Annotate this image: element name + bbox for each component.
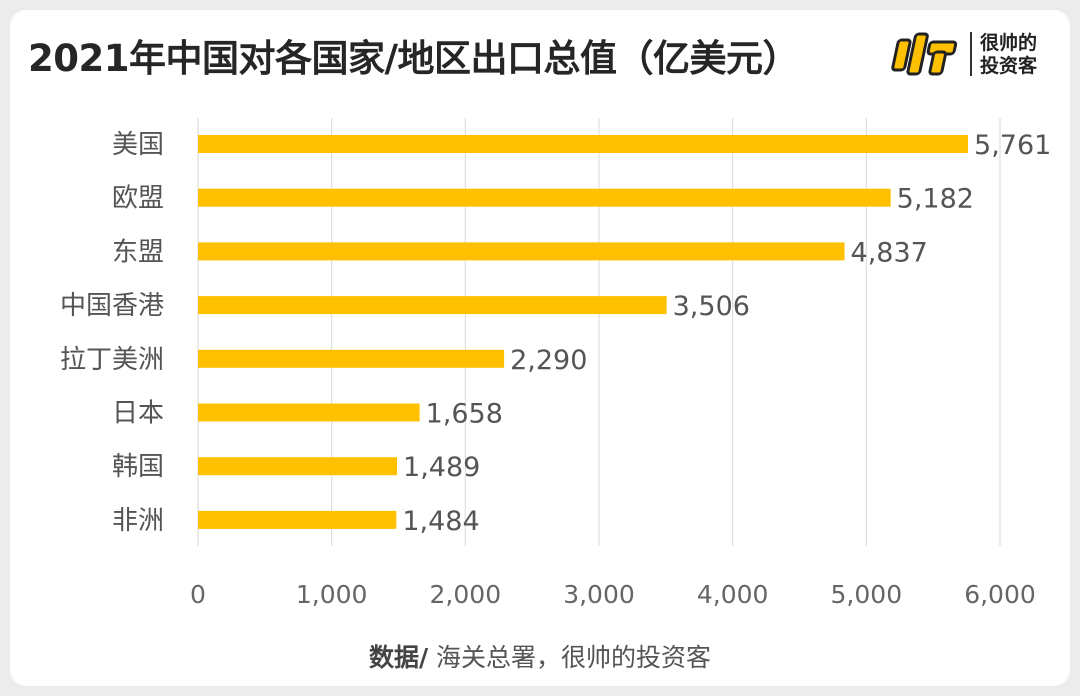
value-label: 4,837: [851, 237, 928, 268]
logo-line-1: 很帅的: [980, 32, 1038, 54]
x-tick-label: 1,000: [296, 580, 368, 609]
bar: [198, 296, 667, 315]
bar: [198, 510, 397, 529]
category-label: 东盟: [112, 237, 164, 267]
logo-divider: [970, 32, 972, 76]
bar: [198, 349, 505, 368]
brand-logo: 很帅的 投资客: [884, 24, 1044, 84]
value-label: 5,182: [897, 184, 974, 215]
value-label: 5,761: [974, 130, 1051, 161]
category-label: 韩国: [112, 452, 164, 482]
chart-card: [10, 10, 1070, 686]
category-label: 美国: [112, 130, 164, 160]
data-source: 数据/ 海关总署，很帅的投资客: [0, 638, 1080, 674]
chart-title: 2021年中国对各国家/地区出口总值（亿美元）: [28, 37, 800, 80]
logo-line-2: 投资客: [980, 55, 1038, 77]
value-label: 2,290: [510, 345, 587, 376]
category-label: 欧盟: [112, 184, 164, 214]
bar: [198, 403, 420, 422]
x-tick-label: 6,000: [964, 580, 1036, 609]
bar: [198, 242, 845, 261]
x-tick-label: 0: [190, 580, 206, 609]
bar: [198, 188, 891, 207]
source-text: 海关总署，很帅的投资客: [428, 643, 712, 672]
category-label: 中国香港: [60, 291, 164, 321]
bar: [198, 457, 398, 476]
x-tick-label: 2,000: [430, 580, 502, 609]
brand-mark-icon: [891, 32, 958, 76]
value-label: 3,506: [673, 291, 750, 322]
category-label: 非洲: [112, 506, 164, 536]
x-tick-label: 3,000: [563, 580, 635, 609]
category-label: 日本: [112, 399, 164, 429]
value-label: 1,484: [402, 506, 479, 537]
x-tick-label: 5,000: [831, 580, 903, 609]
value-label: 1,489: [403, 452, 480, 483]
logo-text: 很帅的 投资客: [980, 32, 1037, 78]
x-tick-label: 4,000: [697, 580, 769, 609]
source-label: 数据/: [368, 643, 429, 672]
category-label: 拉丁美洲: [60, 345, 164, 375]
value-label: 1,658: [426, 399, 503, 430]
bar: [198, 135, 969, 153]
